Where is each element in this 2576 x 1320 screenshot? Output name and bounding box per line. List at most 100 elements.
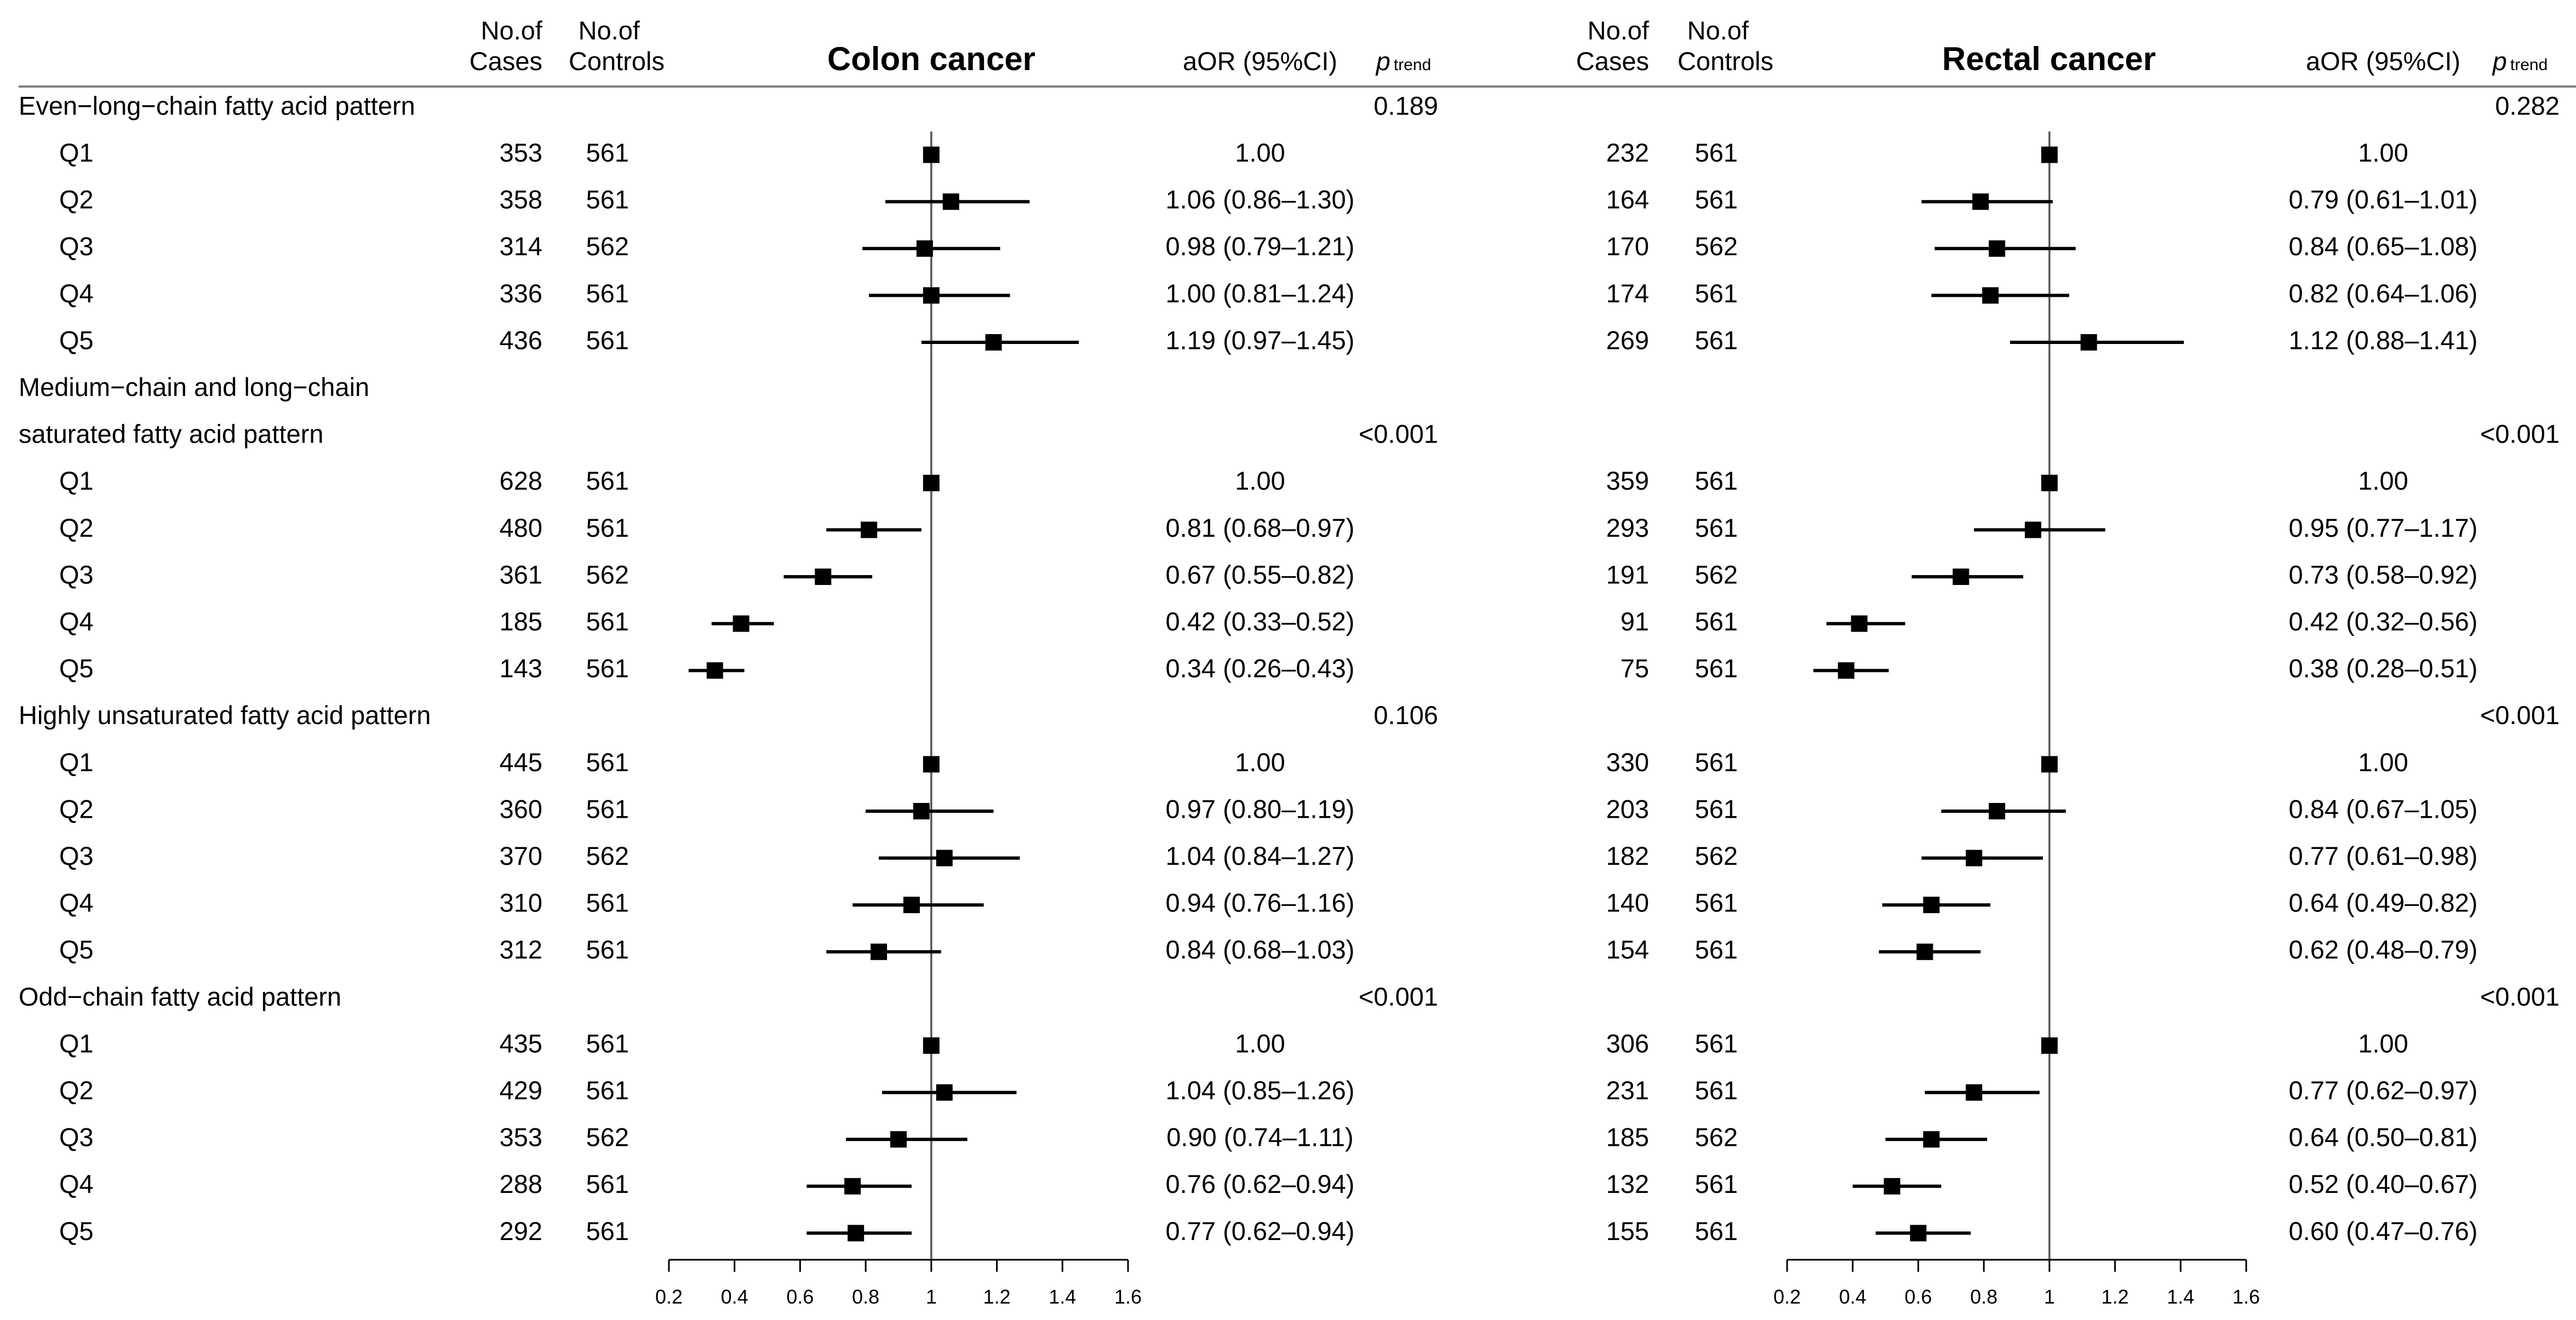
colon-controls-value: 561 bbox=[586, 888, 629, 917]
rectal-panel-title: Rectal cancer bbox=[1942, 41, 2156, 77]
rectal-x-tick-label: 0.6 bbox=[1904, 1285, 1932, 1308]
colon-cases-value: 628 bbox=[500, 466, 542, 495]
rectal-aor-value: 0.95 (0.77–1.17) bbox=[2289, 513, 2478, 542]
rectal-controls-value: 561 bbox=[1695, 1169, 1738, 1198]
colon-controls-value: 561 bbox=[586, 748, 629, 777]
colon-estimate-marker bbox=[844, 1178, 861, 1195]
colon-controls-value: 561 bbox=[586, 654, 629, 683]
colon-aor-value: 1.00 bbox=[1235, 138, 1285, 167]
colon-controls-value: 561 bbox=[586, 513, 629, 542]
colon-controls-value: 561 bbox=[586, 607, 629, 636]
rectal-aor-value: 0.84 (0.65–1.08) bbox=[2289, 232, 2478, 261]
colon-x-tick-label: 0.6 bbox=[786, 1285, 814, 1308]
quintile-label: Q2 bbox=[59, 794, 94, 823]
colon-controls-value: 561 bbox=[586, 1169, 629, 1198]
colon-x-tick-label: 1.6 bbox=[1114, 1285, 1142, 1308]
colon-aor-value: 0.34 (0.26–0.43) bbox=[1166, 654, 1355, 683]
rectal-estimate-marker bbox=[1966, 1084, 1983, 1101]
rectal-aor-value: 0.84 (0.67–1.05) bbox=[2289, 794, 2478, 823]
rectal-x-tick-label: 1.2 bbox=[2102, 1285, 2129, 1308]
colon-aor-value: 1.00 bbox=[1235, 466, 1285, 495]
colon-estimate-marker bbox=[936, 1084, 953, 1101]
rectal-aor-value: 1.00 bbox=[2358, 748, 2408, 777]
colon-estimate-marker bbox=[916, 240, 933, 257]
colon-x-tick-label: 0.2 bbox=[655, 1285, 683, 1308]
colon-aor-value: 0.84 (0.68–1.03) bbox=[1166, 935, 1355, 964]
colon-cases-header-line1: No.of bbox=[481, 16, 543, 45]
rectal-controls-header-line2: Controls bbox=[1678, 47, 1773, 76]
rectal-controls-value: 561 bbox=[1695, 607, 1738, 636]
rectal-estimate-marker bbox=[1916, 943, 1933, 960]
rectal-cases-value: 330 bbox=[1606, 748, 1649, 777]
quintile-label: Q1 bbox=[59, 138, 94, 167]
colon-cases-value: 310 bbox=[500, 888, 542, 917]
colon-controls-value: 562 bbox=[586, 232, 629, 261]
colon-cases-value: 445 bbox=[500, 748, 542, 777]
colon-controls-value: 561 bbox=[586, 466, 629, 495]
rectal-estimate-marker bbox=[2024, 521, 2041, 538]
colon-aor-value: 0.97 (0.80–1.19) bbox=[1166, 794, 1355, 823]
colon-x-tick-label: 0.8 bbox=[852, 1285, 879, 1308]
colon-cases-value: 370 bbox=[500, 841, 542, 870]
rectal-estimate-marker bbox=[1923, 897, 1940, 914]
colon-cases-value: 353 bbox=[500, 138, 542, 167]
pattern-label-2-line2: saturated fatty acid pattern bbox=[19, 420, 324, 449]
rectal-controls-value: 561 bbox=[1695, 513, 1738, 542]
quintile-label: Q1 bbox=[59, 466, 94, 495]
colon-controls-value: 561 bbox=[586, 1029, 629, 1058]
rectal-controls-value: 561 bbox=[1695, 325, 1738, 354]
colon-estimate-marker bbox=[732, 615, 749, 632]
rectal-estimate-marker bbox=[1923, 1131, 1940, 1148]
colon-cases-value: 143 bbox=[500, 654, 542, 683]
colon-aor-value: 1.04 (0.85–1.26) bbox=[1166, 1076, 1355, 1105]
quintile-label: Q5 bbox=[59, 1216, 94, 1246]
rectal-ptrend-value: <0.001 bbox=[2480, 701, 2560, 730]
rectal-x-tick-label: 1 bbox=[2044, 1285, 2055, 1308]
colon-ptrend-header: p trend bbox=[1375, 47, 1432, 76]
colon-estimate-marker bbox=[985, 334, 1002, 351]
rectal-controls-value: 562 bbox=[1695, 841, 1738, 870]
quintile-label: Q3 bbox=[59, 841, 94, 870]
rectal-cases-header-line1: No.of bbox=[1588, 16, 1650, 45]
colon-aor-header: aOR (95%CI) bbox=[1183, 47, 1337, 76]
rectal-estimate-marker bbox=[1982, 287, 1999, 304]
rectal-controls-value: 562 bbox=[1695, 560, 1738, 589]
rectal-aor-value: 0.82 (0.64–1.06) bbox=[2289, 279, 2478, 308]
rectal-estimate-marker bbox=[2080, 334, 2097, 351]
rectal-estimate-marker bbox=[2041, 1037, 2058, 1054]
colon-controls-value: 561 bbox=[586, 1216, 629, 1246]
rectal-aor-value: 1.12 (0.88–1.41) bbox=[2289, 325, 2478, 354]
rectal-controls-value: 561 bbox=[1695, 888, 1738, 917]
rectal-cases-value: 75 bbox=[1621, 654, 1649, 683]
rectal-x-tick-label: 0.4 bbox=[1839, 1285, 1867, 1308]
rectal-controls-value: 561 bbox=[1695, 466, 1738, 495]
colon-estimate-marker bbox=[848, 1225, 865, 1242]
quintile-label: Q3 bbox=[59, 1123, 94, 1152]
colon-estimate-marker bbox=[913, 803, 930, 819]
rectal-estimate-marker bbox=[1910, 1225, 1927, 1242]
colon-aor-value: 1.04 (0.84–1.27) bbox=[1166, 841, 1355, 870]
rectal-cases-value: 306 bbox=[1606, 1029, 1649, 1058]
colon-aor-value: 1.06 (0.86–1.30) bbox=[1166, 185, 1355, 214]
rectal-controls-value: 562 bbox=[1695, 232, 1738, 261]
rectal-controls-value: 561 bbox=[1695, 935, 1738, 964]
rectal-controls-value: 561 bbox=[1695, 748, 1738, 777]
rectal-cases-value: 164 bbox=[1606, 185, 1649, 214]
quintile-label: Q4 bbox=[59, 607, 94, 636]
rectal-cases-value: 132 bbox=[1606, 1169, 1649, 1198]
rectal-aor-value: 0.62 (0.48–0.79) bbox=[2289, 935, 2478, 964]
colon-estimate-marker bbox=[871, 943, 888, 960]
colon-controls-value: 561 bbox=[586, 138, 629, 167]
rectal-aor-value: 0.42 (0.32–0.56) bbox=[2289, 607, 2478, 636]
quintile-label: Q4 bbox=[59, 888, 94, 917]
rectal-cases-value: 231 bbox=[1606, 1076, 1649, 1105]
colon-aor-value: 0.77 (0.62–0.94) bbox=[1166, 1216, 1355, 1246]
colon-aor-value: 0.76 (0.62–0.94) bbox=[1166, 1169, 1355, 1198]
pattern-label-4: Odd−chain fatty acid pattern bbox=[19, 982, 341, 1011]
colon-aor-value: 1.00 bbox=[1235, 748, 1285, 777]
colon-estimate-marker bbox=[936, 850, 953, 866]
colon-ptrend-value: 0.189 bbox=[1373, 91, 1438, 120]
colon-aor-value: 1.00 bbox=[1235, 1029, 1285, 1058]
rectal-x-tick-label: 1.4 bbox=[2167, 1285, 2194, 1308]
